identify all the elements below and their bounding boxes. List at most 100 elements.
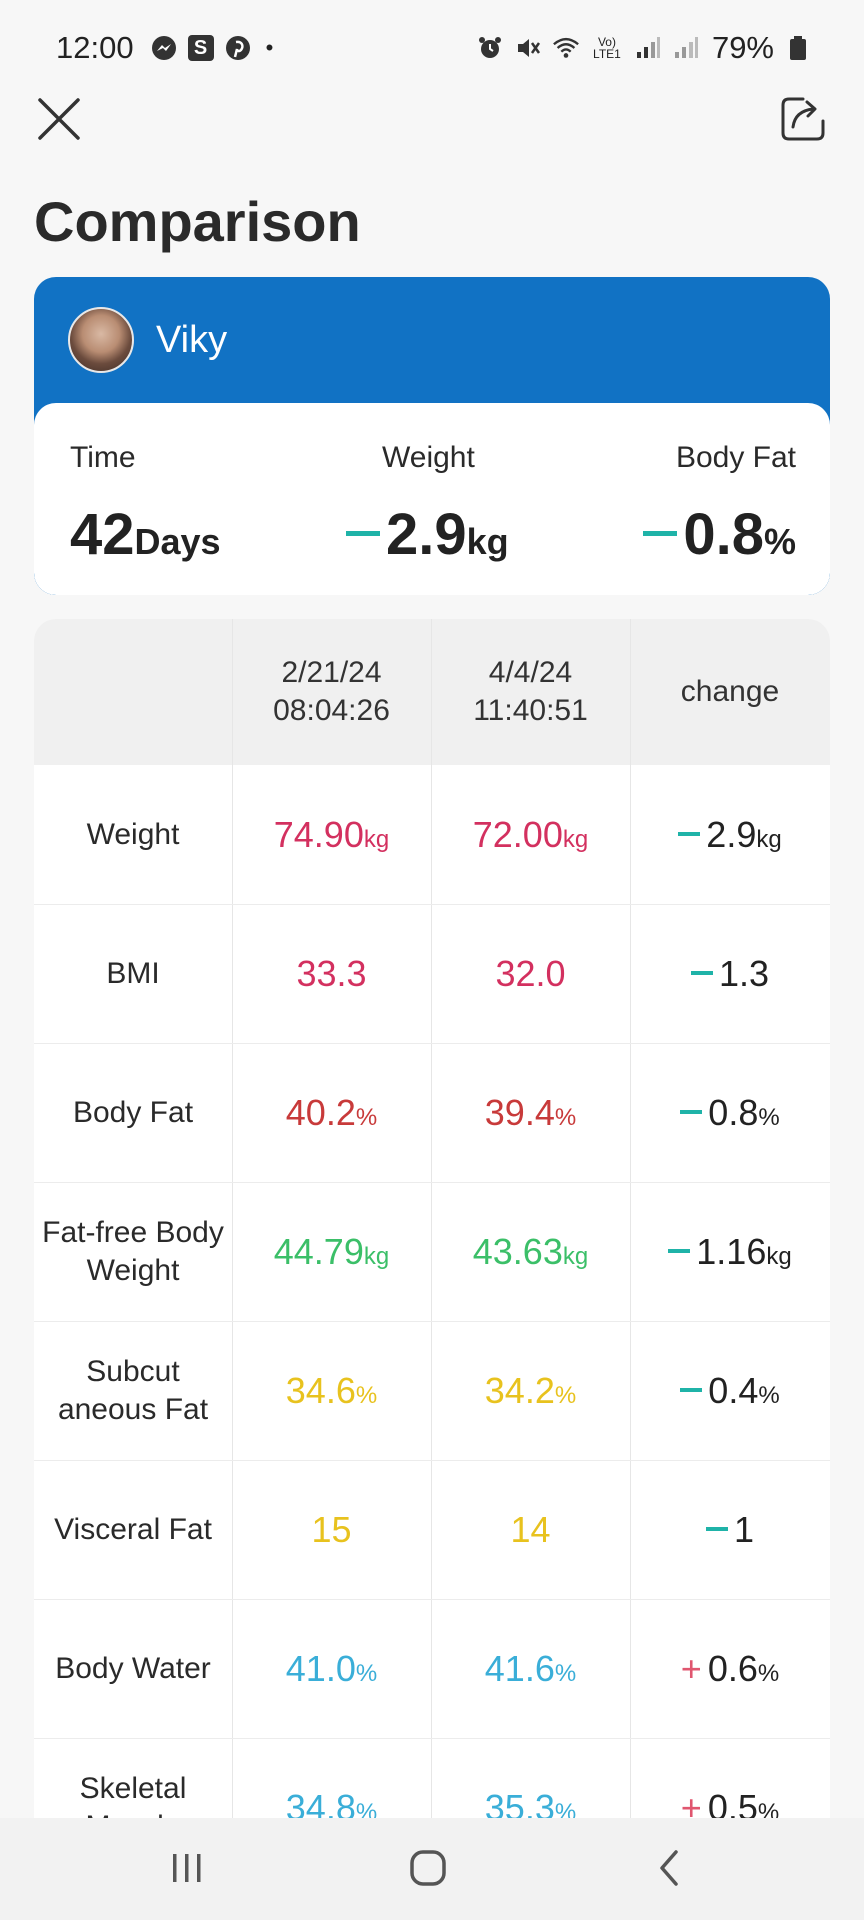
summary-card: Viky Time 42 Days Weight 2.9 kg Body Fat… xyxy=(34,277,830,595)
signal-icon-2 xyxy=(672,34,700,62)
summary-bodyfat-number: 0.8 xyxy=(683,502,764,567)
column-divider xyxy=(630,619,631,1819)
value-change: 1.3 xyxy=(630,904,830,1043)
value-number: 43.63 xyxy=(472,1230,563,1272)
profile-row[interactable]: Viky xyxy=(34,277,830,403)
change-number: 0.6 xyxy=(707,1647,758,1689)
measurement-value: 34.8% xyxy=(286,1787,377,1820)
change-number: 0.4 xyxy=(708,1369,759,1411)
value-unit: % xyxy=(554,1103,577,1131)
recents-icon xyxy=(167,1848,207,1893)
page-title: Comparison xyxy=(34,190,361,253)
row-divider xyxy=(34,1460,830,1461)
value-date-2: 34.2% xyxy=(431,1321,630,1460)
header-date-1: 2/21/24 08:04:26 xyxy=(232,619,431,765)
change-unit: % xyxy=(758,1381,780,1409)
change-value: +0.5% xyxy=(681,1787,779,1820)
s-app-icon: S xyxy=(187,35,214,61)
value-unit: % xyxy=(554,1659,577,1687)
mute-icon xyxy=(514,34,542,62)
home-button[interactable] xyxy=(398,1840,458,1900)
measurement-value: 44.79 kg xyxy=(274,1231,389,1273)
minus-icon xyxy=(690,970,713,975)
change-value: 0.8% xyxy=(680,1092,780,1134)
value-unit: % xyxy=(554,1381,577,1409)
back-button[interactable] xyxy=(640,1840,700,1900)
home-icon xyxy=(406,1846,450,1895)
value-date-2: 72.00 kg xyxy=(431,765,630,904)
value-date-1: 34.6% xyxy=(232,1321,431,1460)
value-date-1: 15 xyxy=(232,1460,431,1599)
row-divider xyxy=(34,1321,830,1322)
value-number: 33.3 xyxy=(296,952,367,994)
measurement-value: 14 xyxy=(510,1509,550,1551)
value-date-1: 41.0% xyxy=(232,1599,431,1738)
close-icon xyxy=(36,96,82,147)
summary-time-number: 42 xyxy=(70,502,135,567)
value-date-2: 14 xyxy=(431,1460,630,1599)
summary-bodyfat-label: Body Fat xyxy=(675,441,796,474)
avatar xyxy=(68,307,134,373)
value-unit: kg xyxy=(562,1242,589,1270)
measurement-value: 35.3% xyxy=(485,1787,576,1820)
navigation-bar xyxy=(0,1818,864,1920)
value-change: 0.8% xyxy=(630,1043,830,1182)
value-unit: % xyxy=(355,1381,378,1409)
measurement-value: 34.6% xyxy=(286,1370,377,1412)
back-icon xyxy=(650,1848,690,1893)
value-number: 39.4 xyxy=(484,1091,555,1133)
summary-time-label: Time xyxy=(70,441,136,474)
measurement-value: 15 xyxy=(311,1509,351,1551)
value-unit: % xyxy=(554,1798,577,1820)
minus-icon xyxy=(643,531,678,536)
comparison-table: 2/21/24 08:04:26 4/4/24 11:40:51 change … xyxy=(34,619,830,1819)
share-icon xyxy=(779,95,827,148)
share-button[interactable] xyxy=(778,96,828,146)
value-change: 2.9 kg xyxy=(630,765,830,904)
value-number: 32.0 xyxy=(495,952,566,994)
column-divider xyxy=(431,619,432,1819)
measurement-value: 41.0% xyxy=(286,1648,377,1690)
measurement-value: 32.0 xyxy=(495,953,565,995)
change-value: 0.4% xyxy=(680,1369,780,1412)
row-label: Skeletal Muscle xyxy=(79,1771,187,1820)
value-number: 15 xyxy=(311,1508,352,1550)
value-number: 34.2 xyxy=(484,1369,555,1411)
status-left: 12:00 S • xyxy=(56,30,273,66)
minus-icon xyxy=(668,1248,691,1253)
wifi-icon xyxy=(552,34,580,62)
value-number: 41.0 xyxy=(285,1647,356,1689)
close-button[interactable] xyxy=(34,96,84,146)
pinterest-icon xyxy=(224,34,252,62)
change-number: 1.16 xyxy=(696,1230,767,1272)
change-number: 1.3 xyxy=(718,952,770,994)
value-date-2: 35.3% xyxy=(431,1738,630,1820)
row-label: Visceral Fat xyxy=(54,1512,212,1546)
change-value: 1.16 kg xyxy=(668,1230,792,1273)
change-number: 1 xyxy=(733,1508,755,1550)
value-unit: kg xyxy=(363,825,390,853)
summary-weight-unit: kg xyxy=(466,521,509,562)
value-date-1: 40.2% xyxy=(232,1043,431,1182)
value-date-2: 39.4% xyxy=(431,1043,630,1182)
row-divider xyxy=(34,1043,830,1044)
measurement-value: 34.2% xyxy=(485,1370,576,1412)
row-divider xyxy=(34,1182,830,1183)
notification-dot: • xyxy=(265,35,274,60)
measurement-value: 33.3 xyxy=(296,953,366,995)
alarm-icon xyxy=(476,34,504,62)
summary-weight-number: 2.9 xyxy=(386,502,467,567)
plus-sign: + xyxy=(680,1786,702,1820)
recents-button[interactable] xyxy=(157,1840,217,1900)
header-date-2-time: 11:40:51 xyxy=(473,694,588,727)
value-number: 35.3 xyxy=(484,1786,555,1820)
summary-stats: Time 42 Days Weight 2.9 kg Body Fat 0.8 … xyxy=(34,403,830,595)
summary-weight-label: Weight xyxy=(382,441,475,474)
summary-bodyfat-unit: % xyxy=(763,521,796,562)
change-unit: kg xyxy=(766,1242,792,1270)
measurement-value: 39.4% xyxy=(485,1092,576,1134)
change-unit: % xyxy=(757,1798,780,1820)
table-header: 2/21/24 08:04:26 4/4/24 11:40:51 change xyxy=(34,619,830,765)
lte-top-text: Vo) xyxy=(597,35,616,49)
minus-icon xyxy=(680,1387,703,1392)
